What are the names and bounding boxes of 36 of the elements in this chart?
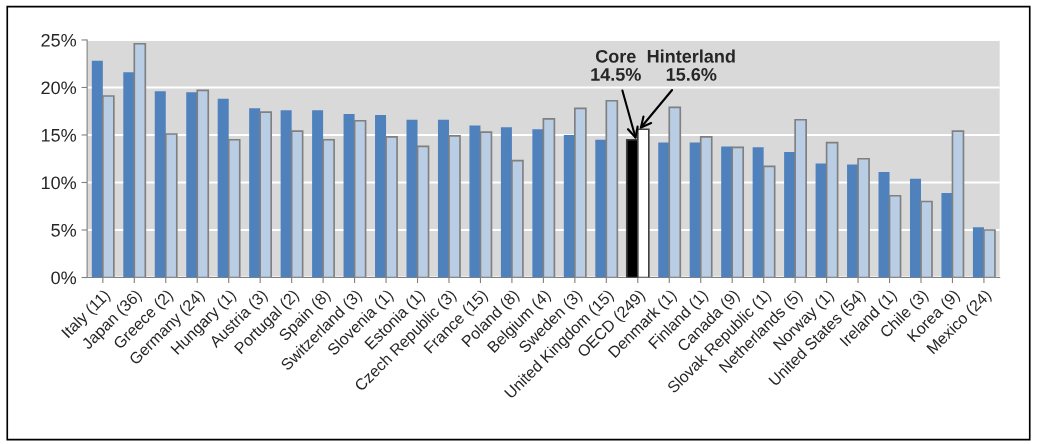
bar xyxy=(721,146,733,278)
y-tick-label: 10% xyxy=(41,176,77,190)
bar xyxy=(186,92,198,278)
bar xyxy=(469,125,481,278)
y-tick-label: 15% xyxy=(41,128,77,142)
bar xyxy=(815,163,827,278)
y-tick-label: 5% xyxy=(51,224,77,237)
bar xyxy=(532,129,544,278)
bar xyxy=(689,142,701,278)
bar xyxy=(658,142,670,278)
bar xyxy=(343,114,355,278)
bar xyxy=(784,152,796,278)
bar xyxy=(595,139,607,278)
y-tick-label: 0% xyxy=(51,271,77,285)
y-tick-label: 25% xyxy=(41,33,77,47)
bar xyxy=(437,119,449,278)
bar xyxy=(154,91,166,278)
bar xyxy=(563,134,575,278)
bar xyxy=(123,72,135,278)
bar xyxy=(909,178,921,278)
bar xyxy=(249,108,261,278)
bar xyxy=(312,110,324,278)
bar xyxy=(941,192,953,278)
y-tick-label: 20% xyxy=(41,81,77,95)
bar xyxy=(375,115,387,278)
bar xyxy=(500,127,512,278)
bar xyxy=(91,60,103,278)
bar xyxy=(406,119,418,278)
bar xyxy=(217,98,229,278)
bar xyxy=(972,227,984,278)
bar xyxy=(280,110,292,278)
bar xyxy=(847,164,859,278)
bar xyxy=(752,147,764,278)
annotation: Hinterland 15.6% xyxy=(647,49,735,81)
annotation: Core 14.5% xyxy=(591,49,641,81)
bar xyxy=(878,172,890,278)
